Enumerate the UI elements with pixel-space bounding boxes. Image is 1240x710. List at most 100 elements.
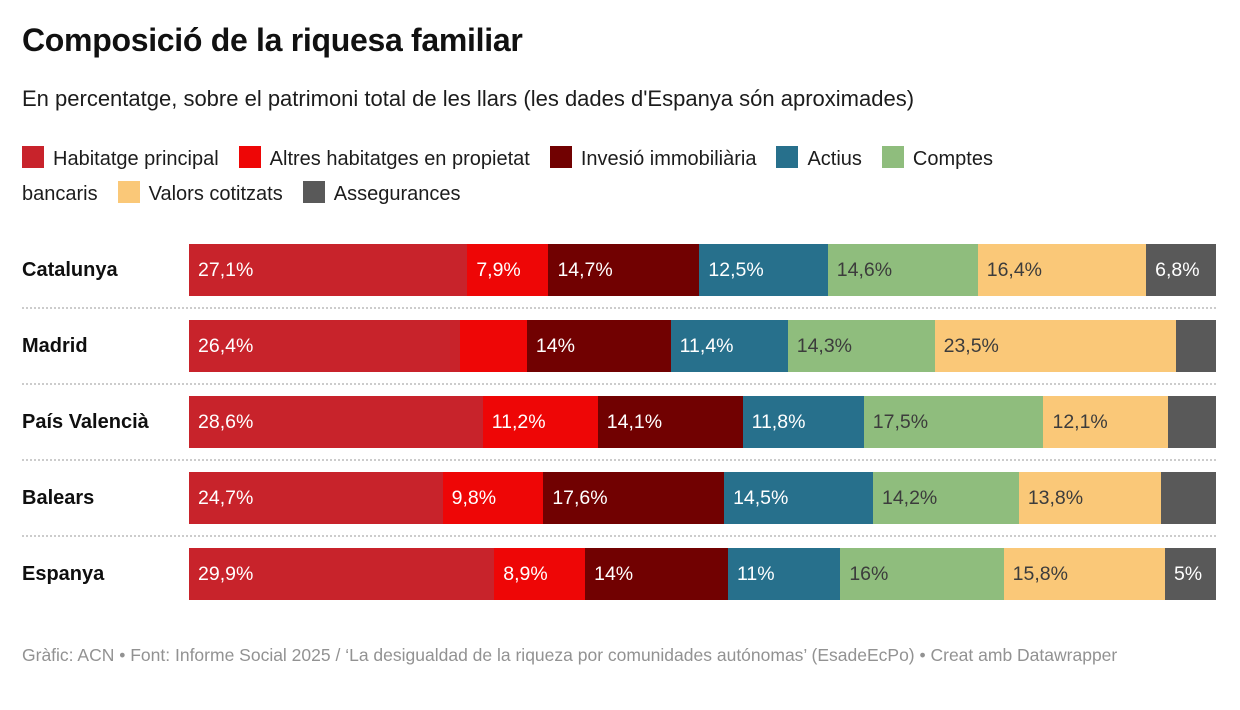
bar-segment: 29,9% [189,548,495,600]
legend-swatch-icon [117,181,140,203]
stacked-bar: 27,1% 7,9% 14,7% 12,5% 14,6% 16,4% 6,8% [189,244,1216,296]
segment-value-label: 14% [535,334,575,357]
legend-swatch-icon [302,181,325,203]
segment-value-label: 9,8% [451,486,497,509]
bar-segment: 14% [585,548,729,600]
category-label: Madrid [22,334,88,357]
legend-item: Comptes bancaris [22,146,993,205]
segment-value-label: 14% [594,562,634,585]
legend-label: Invesió immobiliària [580,148,757,170]
segment-value-label: 26,4% [198,334,254,357]
chart-legend: Habitatge principal Altres habitatges en … [22,142,1022,212]
legend-label: Comptes bancaris [22,148,993,205]
segment-value-label: 14,5% [733,486,789,509]
legend-label: Habitatge principal [53,148,219,170]
bar-segment: 5% [1164,548,1216,600]
chart-credit: Gràfic: ACN • Font: Informe Social 2025 … [22,645,1118,665]
chart-row: País Valencià 28,6% 11,2% 14,1% 11,8% 17,5% 12… [22,383,1216,459]
chart-row: Balears 24,7% 9,8% 17,6% 14,5% 14,2% 13,8% [22,459,1216,535]
segment-value-label: 29,9% [198,562,254,585]
legend-swatch-icon [881,146,904,168]
legend-item: Actius [776,146,862,170]
segment-value-label: 12,1% [1052,410,1108,433]
segment-value-label: 17,5% [872,410,929,433]
chart-subtitle: En percentatge, sobre el patrimoni total… [22,86,915,111]
legend-swatch-icon [776,146,799,168]
segment-value-label: 23,5% [943,334,999,357]
bar-segment: 16,4% [977,244,1147,296]
segment-value-label: 24,7% [198,486,254,509]
segment-value-label: 28,6% [198,410,254,433]
bar-segment: 14,7% [548,244,700,296]
bar-segment: 27,1% [189,244,468,296]
bar-segment: 11,4% [670,320,788,372]
bar-segment: 7,9% [467,244,549,296]
stacked-bar: 26,4% 14% 11,4% 14,3% 23,5% [189,320,1216,372]
legend-swatch-icon [22,146,44,168]
legend-item: Invesió immobiliària [549,146,757,170]
segment-value-label: 27,1% [198,258,254,281]
segment-value-label: 11,8% [751,410,806,433]
bar-segment: 12,1% [1043,396,1168,448]
category-label: País Valencià [22,410,149,433]
stacked-bar: 28,6% 11,2% 14,1% 11,8% 17,5% 12,1% [189,396,1216,448]
bar-segment: 6,8% [1146,244,1216,296]
bar-segment: 14,3% [787,320,935,372]
bar-segment: 11,8% [742,396,864,448]
bar-segment: 14,1% [597,396,743,448]
bar-segment: 11,2% [482,396,598,448]
bar-segment: 16% [840,548,1004,600]
legend-label: Actius [807,148,862,170]
chart-row: Espanya 29,9% 8,9% 14% 11% 16% 15,8% 5% [22,535,1216,611]
bar-segment [1167,396,1216,448]
bar-segment: 23,5% [934,320,1176,372]
segment-value-label: 12,5% [708,258,764,281]
bar-segment: 15,8% [1003,548,1165,600]
stacked-bar-chart: Catalunya 27,1% 7,9% 14,7% 12,5% 14,6% 16,4% 6,… [22,233,1216,611]
legend-item: Altres habitatges en propietat [238,146,530,170]
bar-segment [460,320,527,372]
bar-segment: 14% [526,320,671,372]
bar-segment: 14,6% [827,244,978,296]
legend-swatch-icon [549,146,572,168]
segment-value-label: 14,3% [796,334,853,357]
legend-label: Valors cotitzats [148,183,283,205]
category-label: Balears [22,486,95,509]
segment-value-label: 14,7% [557,258,613,281]
segment-value-label: 14,2% [881,486,938,509]
bar-segment: 17,6% [543,472,725,524]
segment-value-label: 11,4% [679,334,734,357]
bar-segment: 17,5% [863,396,1044,448]
category-label: Espanya [22,562,105,585]
bar-segment: 14,2% [872,472,1019,524]
chart-row: Madrid 26,4% 14% 11,4% 14,3% 23,5% [22,307,1216,383]
legend-item: Valors cotitzats [117,181,283,205]
segment-value-label: 14,1% [606,410,663,433]
bar-segment: 12,5% [699,244,828,296]
chart-card: Composició de la riquesa familiar En per… [22,22,1216,665]
chart-row: Catalunya 27,1% 7,9% 14,7% 12,5% 14,6% 16,4% 6,… [22,233,1216,307]
segment-value-label: 11,2% [491,410,546,433]
segment-value-label: 6,8% [1155,258,1200,281]
segment-value-label: 5% [1173,562,1203,585]
bar-segment: 8,9% [494,548,586,600]
segment-value-label: 16,4% [986,258,1043,281]
segment-value-label: 13,8% [1027,486,1084,509]
legend-label: Assegurances [333,183,461,205]
bar-segment: 11% [728,548,841,600]
legend-swatch-icon [238,146,261,168]
legend-item: Habitatge principal [22,146,219,170]
page-title: Composició de la riquesa familiar [22,22,523,58]
bar-segment: 13,8% [1018,472,1161,524]
legend-label: Altres habitatges en propietat [269,148,530,170]
bar-segment: 28,6% [189,396,483,448]
legend-item: Assegurances [302,181,461,205]
bar-segment [1160,472,1216,524]
segment-value-label: 17,6% [552,486,608,509]
segment-value-label: 11% [737,562,775,585]
segment-value-label: 8,9% [503,562,548,585]
segment-value-label: 15,8% [1012,562,1068,585]
bar-segment [1175,320,1216,372]
bar-segment: 14,5% [724,472,873,524]
segment-value-label: 7,9% [476,258,521,281]
